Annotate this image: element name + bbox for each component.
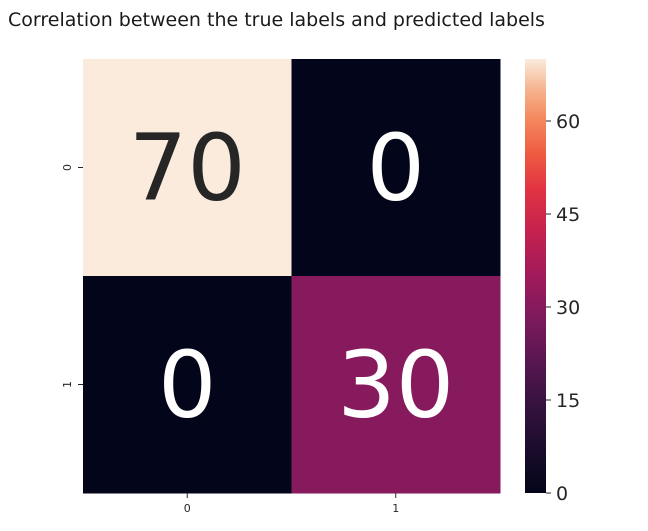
colorbar (525, 59, 546, 493)
y-tick-label: 1 (61, 381, 74, 388)
x-tick-label: 1 (392, 502, 399, 515)
colorbar-tick-label: 0 (556, 483, 568, 505)
cell-value-label: 70 (129, 115, 246, 222)
cell-value-label: 0 (158, 332, 217, 439)
heatmap-cell (83, 59, 292, 277)
colorbar-tick-label: 60 (556, 111, 580, 133)
colorbar-tick-label: 45 (556, 204, 580, 226)
colorbar-tick-label: 15 (556, 390, 580, 412)
cell-value-label: 30 (337, 332, 454, 439)
chart-title: Correlation between the true labels and … (8, 9, 545, 31)
heatmap-cell (83, 276, 292, 494)
cell-value-label: 0 (366, 115, 425, 222)
heatmap-cell (291, 59, 501, 277)
colorbar-tick-label: 30 (556, 297, 580, 319)
y-tick-label: 0 (61, 164, 74, 171)
x-tick-label: 0 (184, 502, 191, 515)
heatmap-cell (291, 276, 501, 494)
